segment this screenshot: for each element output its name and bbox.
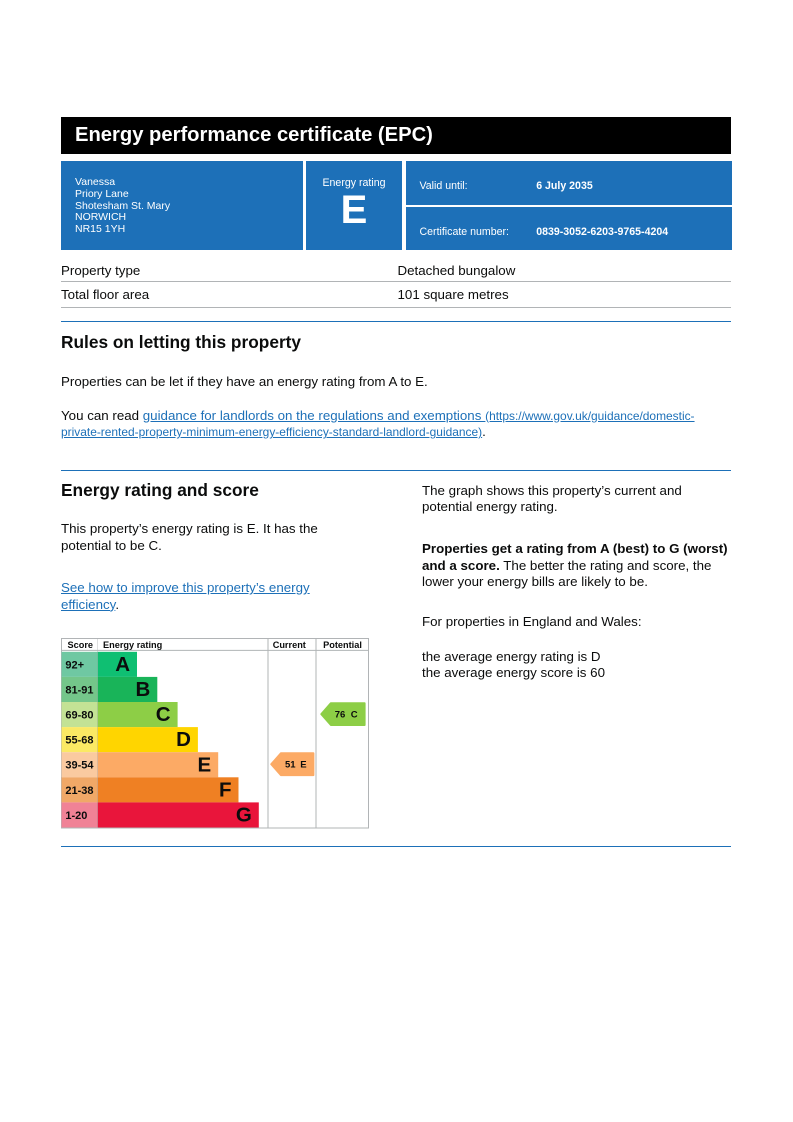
svg-text:F: F [219,778,232,801]
svg-text:76: 76 [335,710,346,721]
svg-text:39-54: 39-54 [65,760,94,772]
svg-text:D: D [176,728,191,751]
svg-text:G: G [236,804,252,827]
svg-text:21-38: 21-38 [65,785,93,797]
svg-text:Current: Current [273,640,306,650]
svg-text:69-80: 69-80 [65,710,93,722]
svg-text:51: 51 [285,760,296,771]
svg-text:92+: 92+ [65,659,84,671]
svg-text:C: C [351,710,358,721]
svg-text:C: C [156,703,171,726]
svg-text:81-91: 81-91 [65,684,93,696]
svg-text:B: B [135,678,150,701]
svg-text:A: A [115,653,130,676]
svg-text:E: E [198,753,212,776]
svg-text:Potential: Potential [323,640,362,650]
svg-text:1-20: 1-20 [65,810,87,822]
svg-text:E: E [300,760,306,771]
svg-text:Energy rating: Energy rating [103,640,162,650]
svg-text:55-68: 55-68 [65,735,93,747]
svg-text:Score: Score [68,640,94,650]
